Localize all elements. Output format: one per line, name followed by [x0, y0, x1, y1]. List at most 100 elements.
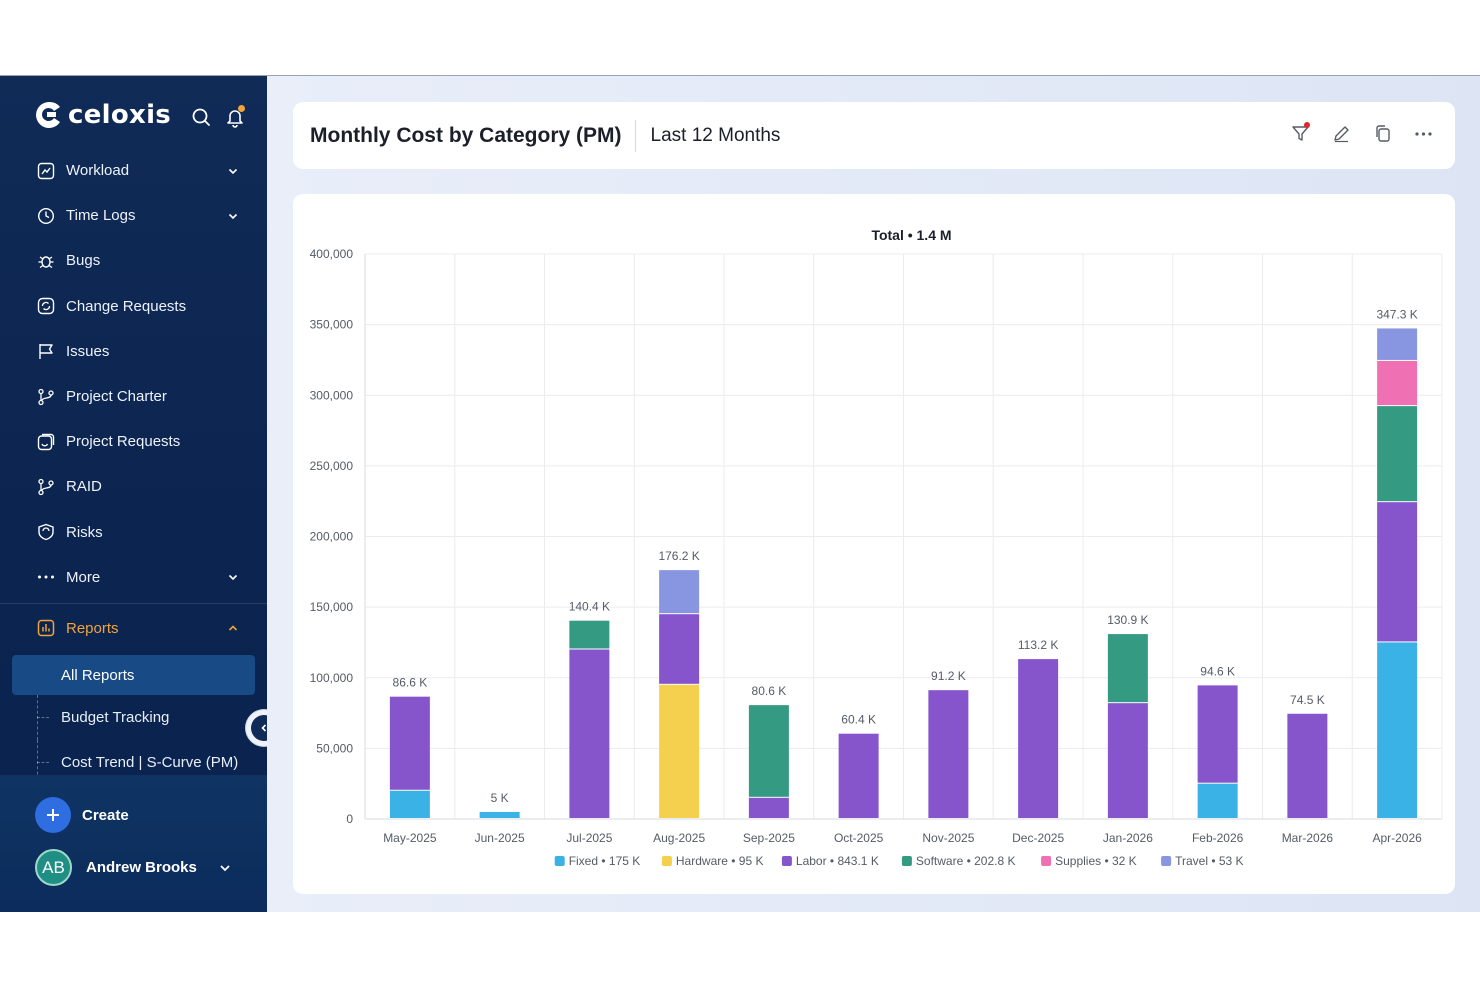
sidebar-item-workload[interactable]: Workload — [0, 148, 267, 193]
celoxis-logo-icon — [36, 101, 60, 128]
sidebar-item-more[interactable]: More — [0, 555, 267, 600]
chart-card: Total • 1.4 M 0 50,000 100,000 150,000 200,00… — [293, 194, 1455, 894]
chevron-down-icon[interactable] — [218, 861, 232, 875]
bug-icon — [37, 252, 55, 270]
x-tick-label: Feb-2026 — [1192, 831, 1244, 845]
notification-dot — [238, 105, 245, 112]
bar-segment-labor — [1287, 713, 1328, 818]
sidebar-item-label: Change Requests — [66, 297, 187, 315]
bar-segment-labor — [569, 649, 610, 818]
bar-total-label: 130.9 K — [1107, 613, 1148, 627]
bar-segment-labor — [659, 614, 700, 684]
sidebar-item-label: Risks — [66, 523, 103, 541]
bar-segment-labor — [1377, 502, 1418, 642]
bar-segment-software — [748, 705, 789, 797]
sidebar-item-change-requests[interactable]: Change Requests — [0, 284, 267, 329]
workload-icon — [37, 162, 55, 180]
chevron-down-icon[interactable] — [227, 165, 239, 177]
notification-bell-icon[interactable] — [224, 105, 246, 128]
more-dots-icon — [37, 568, 55, 586]
clock-icon — [37, 207, 55, 225]
more-options-icon[interactable] — [1414, 124, 1433, 143]
bar-segment-fixed — [1197, 783, 1238, 818]
bar-total-label: 60.4 K — [841, 713, 876, 727]
flag-icon — [37, 342, 55, 360]
bar-total-label: 80.6 K — [752, 684, 787, 698]
chevron-up-icon[interactable] — [227, 622, 239, 634]
sidebar-footer: Create AB Andrew Brooks — [0, 775, 267, 912]
y-tick-label: 200,000 — [310, 530, 354, 544]
y-tick-label: 250,000 — [310, 459, 354, 473]
bar-segment-travel — [659, 570, 700, 614]
branch-icon — [37, 478, 55, 496]
sidebar-subitem-budget-tracking[interactable]: Budget Tracking — [0, 695, 267, 741]
x-tick-label: Jul-2025 — [566, 831, 612, 845]
sidebar-nav: Workload Time Logs Bugs Change Requests Issu… — [0, 148, 267, 778]
sidebar: celoxis Workload Time Logs Bugs Change Requ… — [0, 76, 267, 912]
y-tick-label: 300,000 — [310, 388, 354, 402]
legend-label: Supplies • 32 K — [1055, 854, 1137, 868]
legend-label: Fixed • 175 K — [569, 854, 641, 868]
bar-segment-travel — [1377, 328, 1418, 360]
bar-segment-fixed — [479, 811, 520, 818]
avatar: AB — [35, 849, 72, 886]
bar-segment-supplies — [1377, 360, 1418, 406]
sidebar-item-label: Reports — [66, 619, 119, 637]
page-title: Monthly Cost by Category (PM) — [310, 123, 622, 147]
logo-text: celoxis — [68, 100, 172, 130]
sidebar-item-time-logs[interactable]: Time Logs — [0, 193, 267, 238]
main-content: Monthly Cost by Category (PM) Last 12 Mo… — [267, 76, 1480, 912]
chart-title: Total • 1.4 M — [871, 227, 951, 243]
sidebar-item-risks[interactable]: Risks — [0, 510, 267, 555]
stacked-bar-chart: Total • 1.4 M 0 50,000 100,000 150,000 200,00… — [310, 227, 1443, 868]
filter-icon[interactable] — [1291, 122, 1310, 143]
sidebar-subitem-all-reports[interactable]: All Reports — [12, 655, 255, 696]
bar-total-label: 5 K — [491, 791, 509, 805]
sidebar-subitem-cost-trend[interactable]: Cost Trend | S-Curve (PM) — [0, 740, 267, 778]
x-tick-label: Sep-2025 — [743, 831, 795, 845]
sidebar-item-raid[interactable]: RAID — [0, 464, 267, 509]
sidebar-item-bugs[interactable]: Bugs — [0, 238, 267, 283]
bar-segment-fixed — [1377, 642, 1418, 818]
date-range-label[interactable]: Last 12 Months — [650, 124, 781, 146]
chevron-down-icon[interactable] — [227, 210, 239, 222]
bar-segment-software — [1377, 406, 1418, 502]
legend-label: Software • 202.8 K — [916, 854, 1016, 868]
legend-swatch-fixed — [554, 856, 565, 866]
create-button[interactable]: Create — [35, 797, 129, 833]
sidebar-item-project-charter[interactable]: Project Charter — [0, 374, 267, 419]
create-label: Create — [82, 806, 129, 824]
x-tick-label: Aug-2025 — [653, 831, 705, 845]
sidebar-item-reports[interactable]: Reports — [0, 606, 267, 651]
bar-segment-software — [569, 620, 610, 649]
bar-total-label: 86.6 K — [393, 676, 428, 690]
edit-pencil-icon[interactable] — [1332, 124, 1351, 143]
legend-swatch-travel — [1161, 856, 1172, 866]
x-tick-label: May-2025 — [383, 831, 437, 845]
user-menu[interactable]: AB Andrew Brooks — [35, 849, 232, 886]
bar-total-label: 176.2 K — [658, 549, 699, 563]
sidebar-item-project-requests[interactable]: Project Requests — [0, 419, 267, 464]
shield-icon — [37, 523, 55, 541]
logo[interactable]: celoxis — [36, 100, 171, 130]
x-tick-label: Jan-2026 — [1103, 831, 1153, 845]
y-tick-label: 400,000 — [310, 247, 354, 261]
x-tick-label: Apr-2026 — [1372, 831, 1422, 845]
y-tick-label: 50,000 — [316, 741, 353, 755]
sidebar-item-label: Time Logs — [66, 207, 136, 225]
copy-icon[interactable] — [1373, 124, 1392, 143]
bar-total-label: 74.5 K — [1290, 693, 1325, 707]
request-icon — [37, 433, 55, 451]
sidebar-item-label: Project Charter — [66, 388, 167, 406]
sidebar-item-label: Issues — [66, 342, 110, 360]
sidebar-item-issues[interactable]: Issues — [0, 329, 267, 374]
search-icon[interactable] — [190, 106, 212, 128]
reports-icon — [37, 619, 55, 637]
y-tick-label: 350,000 — [310, 318, 354, 332]
legend-swatch-supplies — [1041, 856, 1052, 866]
chevron-down-icon[interactable] — [227, 571, 239, 583]
change-request-icon — [37, 297, 55, 315]
branch-icon — [37, 388, 55, 406]
report-header: Monthly Cost by Category (PM) Last 12 Mo… — [293, 102, 1455, 169]
bar-segment-labor — [1107, 703, 1148, 818]
